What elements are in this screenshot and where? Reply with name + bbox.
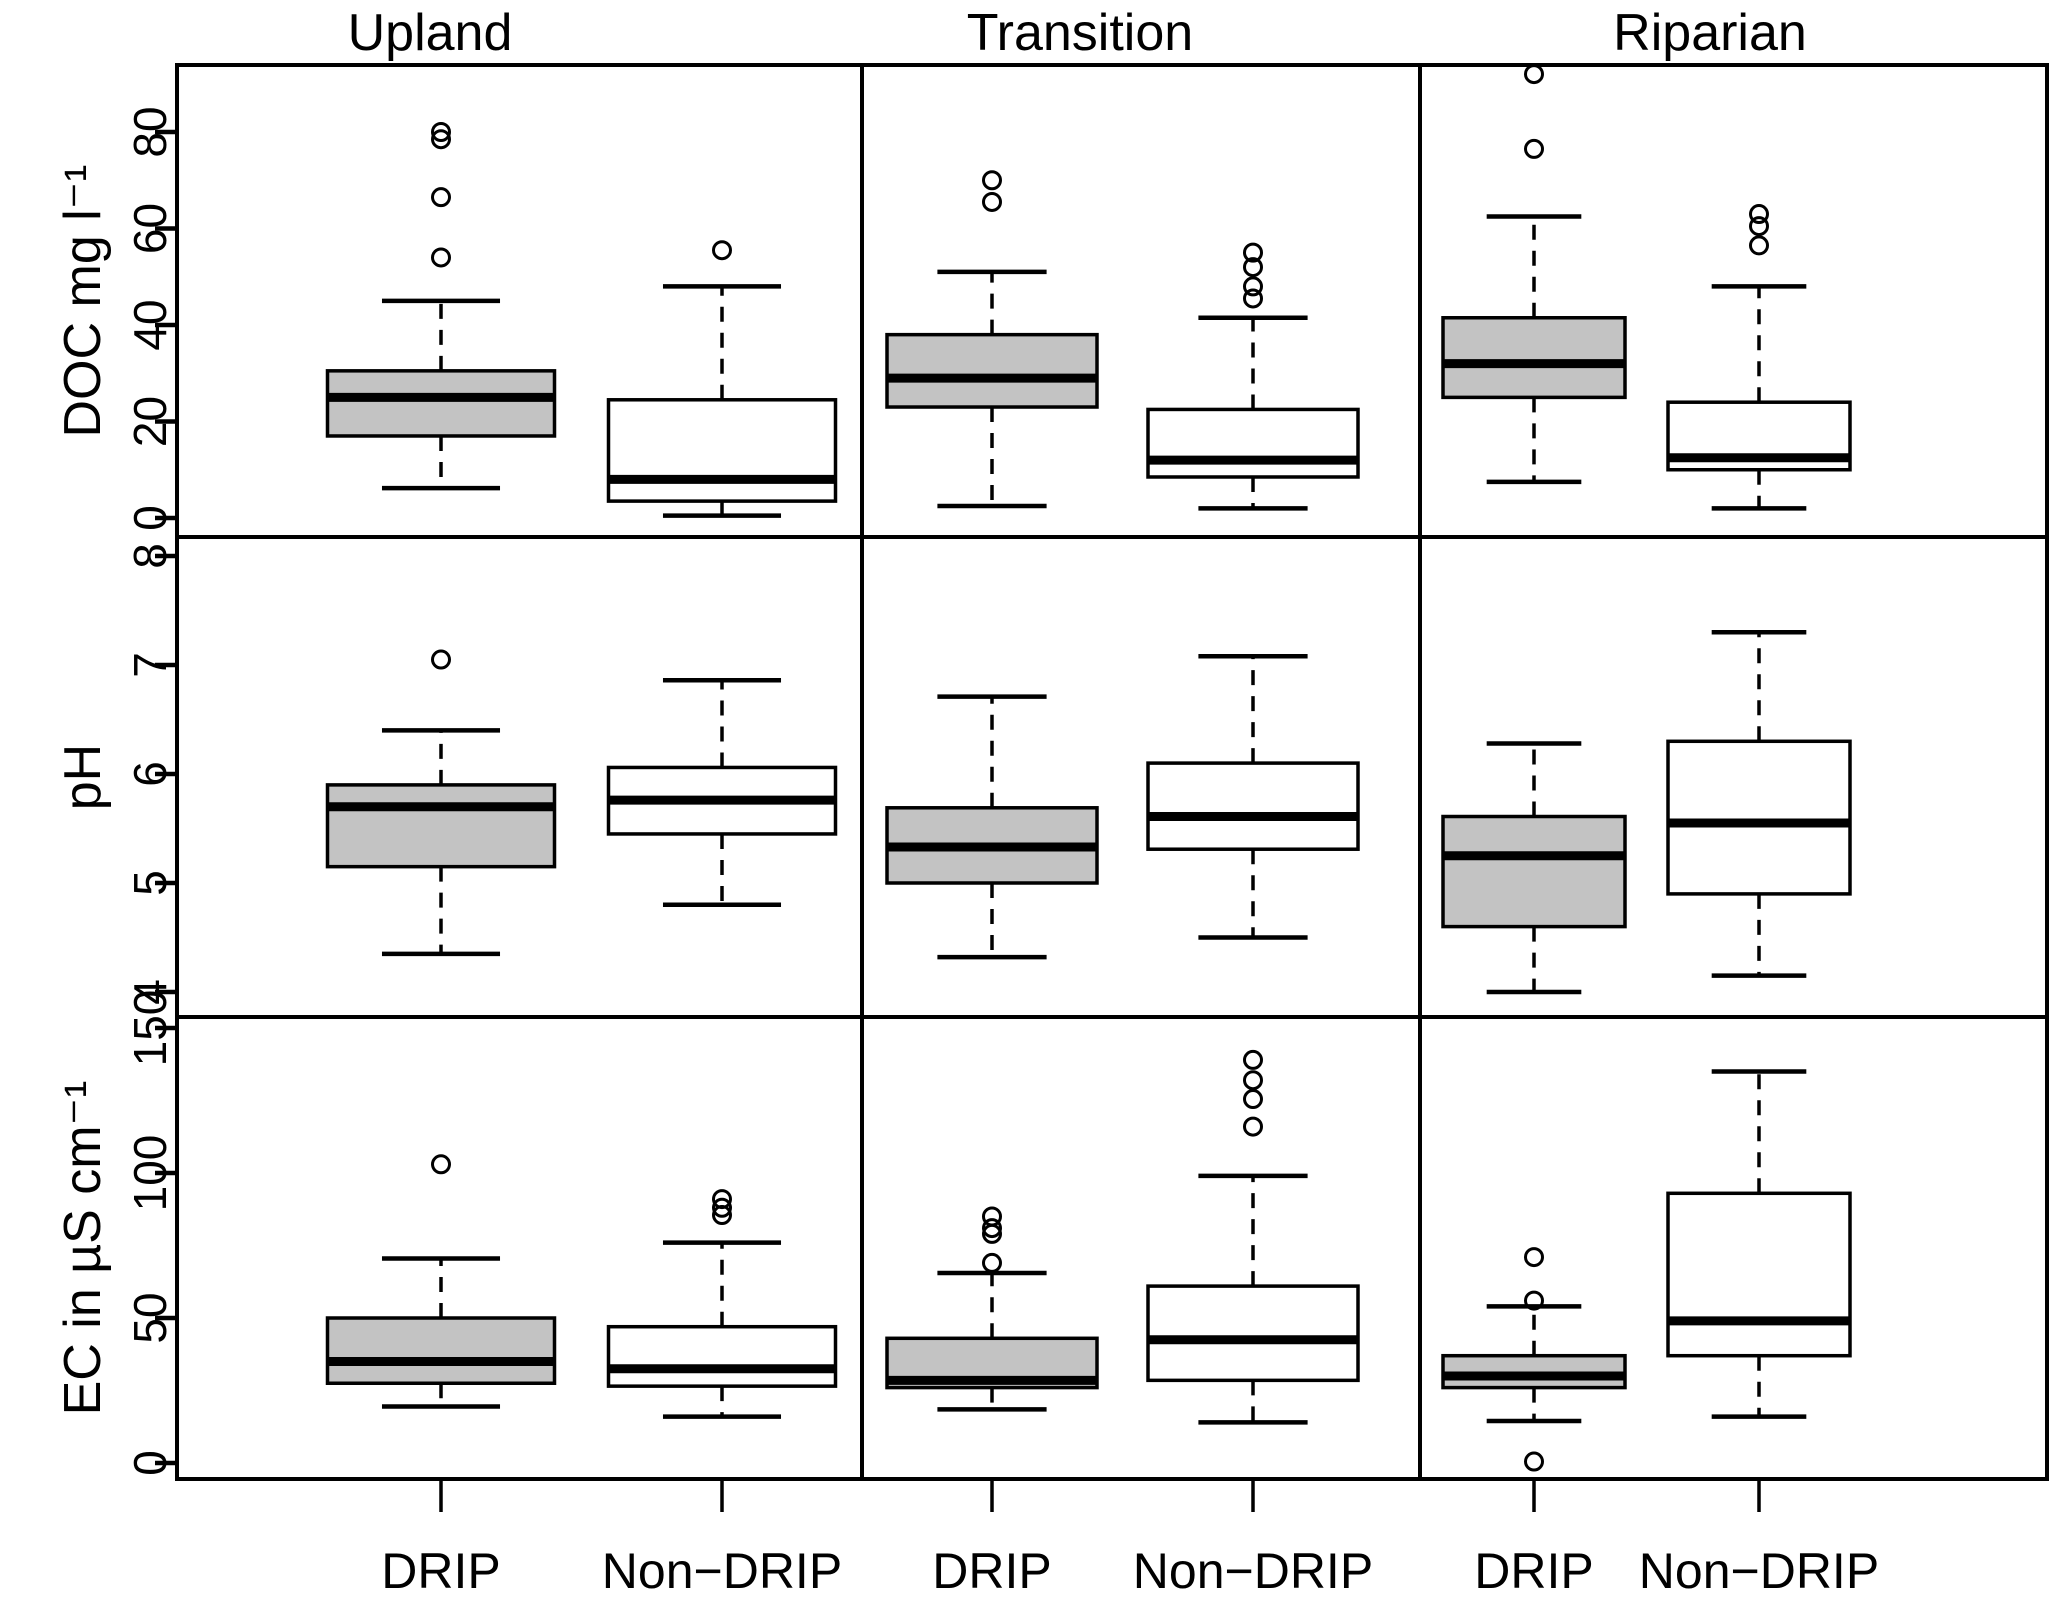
outlier-point: [1243, 1116, 1263, 1137]
iqr-box: [606, 398, 838, 503]
iqr-box: [1666, 739, 1852, 896]
iqr-box: [885, 332, 1099, 409]
y-tick-label: 20: [124, 396, 176, 447]
iqr-box: [1441, 316, 1627, 400]
outlier-point: [1524, 1247, 1544, 1268]
iqr-box: [1666, 1191, 1852, 1358]
y-tick-label: 100: [124, 1135, 176, 1212]
y-tick-label: 8: [124, 543, 176, 569]
boxplot-non-drip: [1666, 630, 1852, 978]
x-group-label: DRIP: [932, 1543, 1051, 1599]
outlier-point: [982, 191, 1002, 212]
outlier-point: [982, 170, 1002, 191]
iqr-box: [1146, 407, 1360, 479]
y-tick-label: 0: [124, 505, 176, 531]
boxplot-drip: [885, 170, 1099, 509]
y-axis-label-row-1: pH: [54, 744, 112, 810]
panel-transition-row2: [860, 1015, 1422, 1481]
iqr-box: [606, 1324, 838, 1388]
iqr-box: [1441, 814, 1627, 929]
x-group-label: Non−DRIP: [602, 1543, 842, 1599]
outlier-point: [1524, 138, 1544, 159]
boxplot-non-drip: [606, 678, 838, 908]
y-tick-label: 5: [124, 870, 176, 896]
outlier-point: [1243, 288, 1263, 309]
x-group-label: Non−DRIP: [1639, 1543, 1879, 1599]
column-title-transition: Transition: [967, 4, 1193, 62]
column-title-upland: Upland: [348, 4, 513, 62]
boxplot-non-drip: [1146, 242, 1360, 511]
outlier-point: [431, 1154, 451, 1175]
boxplot-non-drip: [1666, 204, 1852, 511]
outlier-point: [1243, 1089, 1263, 1110]
boxplot-drip: [1441, 1247, 1627, 1472]
boxplot-drip: [325, 1154, 557, 1409]
boxplot-drip: [885, 694, 1099, 960]
boxplot-non-drip: [1146, 654, 1360, 940]
column-title-riparian: Riparian: [1613, 4, 1807, 62]
boxplot-drip: [1441, 64, 1627, 485]
y-tick-label: 80: [124, 106, 176, 157]
outlier-point: [712, 1205, 732, 1226]
x-group-label: DRIP: [1474, 1543, 1593, 1599]
y-tick-label: 6: [124, 761, 176, 787]
outlier-point: [1749, 216, 1769, 237]
outlier-point: [712, 1197, 732, 1218]
y-tick-label: 50: [124, 1292, 176, 1343]
panel-riparian-row1: [1418, 535, 2049, 1019]
boxplot-drip: [325, 649, 557, 957]
iqr-box: [325, 369, 557, 438]
panel-transition-row1: [860, 535, 1422, 1019]
panel-border: [1418, 1015, 2049, 1481]
outlier-point: [1243, 257, 1263, 278]
outlier-point: [1749, 235, 1769, 256]
panel-upland-row2: [175, 1015, 864, 1481]
outlier-point: [1749, 204, 1769, 225]
y-tick-label: 60: [124, 203, 176, 254]
boxplot-non-drip: [606, 240, 838, 518]
boxplot-non-drip: [606, 1189, 838, 1419]
boxplot-drip: [1441, 741, 1627, 995]
panel-upland-row0: [175, 63, 864, 539]
outlier-point: [431, 187, 451, 208]
outlier-point: [712, 240, 732, 261]
y-tick-label: 0: [124, 1450, 176, 1476]
outlier-point: [1243, 242, 1263, 263]
outlier-point: [1524, 1290, 1544, 1311]
x-group-label: Non−DRIP: [1133, 1543, 1373, 1599]
y-tick-label: 4: [124, 979, 176, 1005]
boxplot-drip: [885, 1206, 1099, 1412]
outlier-point: [1243, 276, 1263, 297]
outlier-point: [431, 247, 451, 268]
y-tick-label: 40: [124, 299, 176, 350]
boxplot-non-drip: [1666, 1069, 1852, 1419]
iqr-box: [325, 1316, 557, 1385]
panel-riparian-row2: [1418, 1015, 2049, 1481]
iqr-box: [325, 783, 557, 869]
y-tick-label: 7: [124, 652, 176, 678]
boxplot-non-drip: [1146, 1049, 1360, 1425]
boxplot-drip: [325, 122, 557, 491]
outlier-point: [431, 122, 451, 142]
outlier-point: [982, 1252, 1002, 1273]
y-axis-label-row-0: DOC mg l⁻¹: [54, 165, 112, 438]
iqr-box: [1146, 761, 1360, 851]
outlier-point: [1243, 1049, 1263, 1070]
outlier-point: [1243, 1070, 1263, 1091]
iqr-box: [1146, 1284, 1360, 1383]
outlier-point: [431, 649, 451, 670]
y-axis-label-row-2: EC in µS cm⁻¹: [54, 1081, 112, 1416]
outlier-point: [982, 1223, 1002, 1244]
y-tick-label: 150: [124, 990, 176, 1067]
x-group-label: DRIP: [381, 1543, 500, 1599]
outlier-point: [982, 1218, 1002, 1239]
outlier-point: [1524, 1451, 1544, 1472]
outlier-point: [431, 129, 451, 150]
